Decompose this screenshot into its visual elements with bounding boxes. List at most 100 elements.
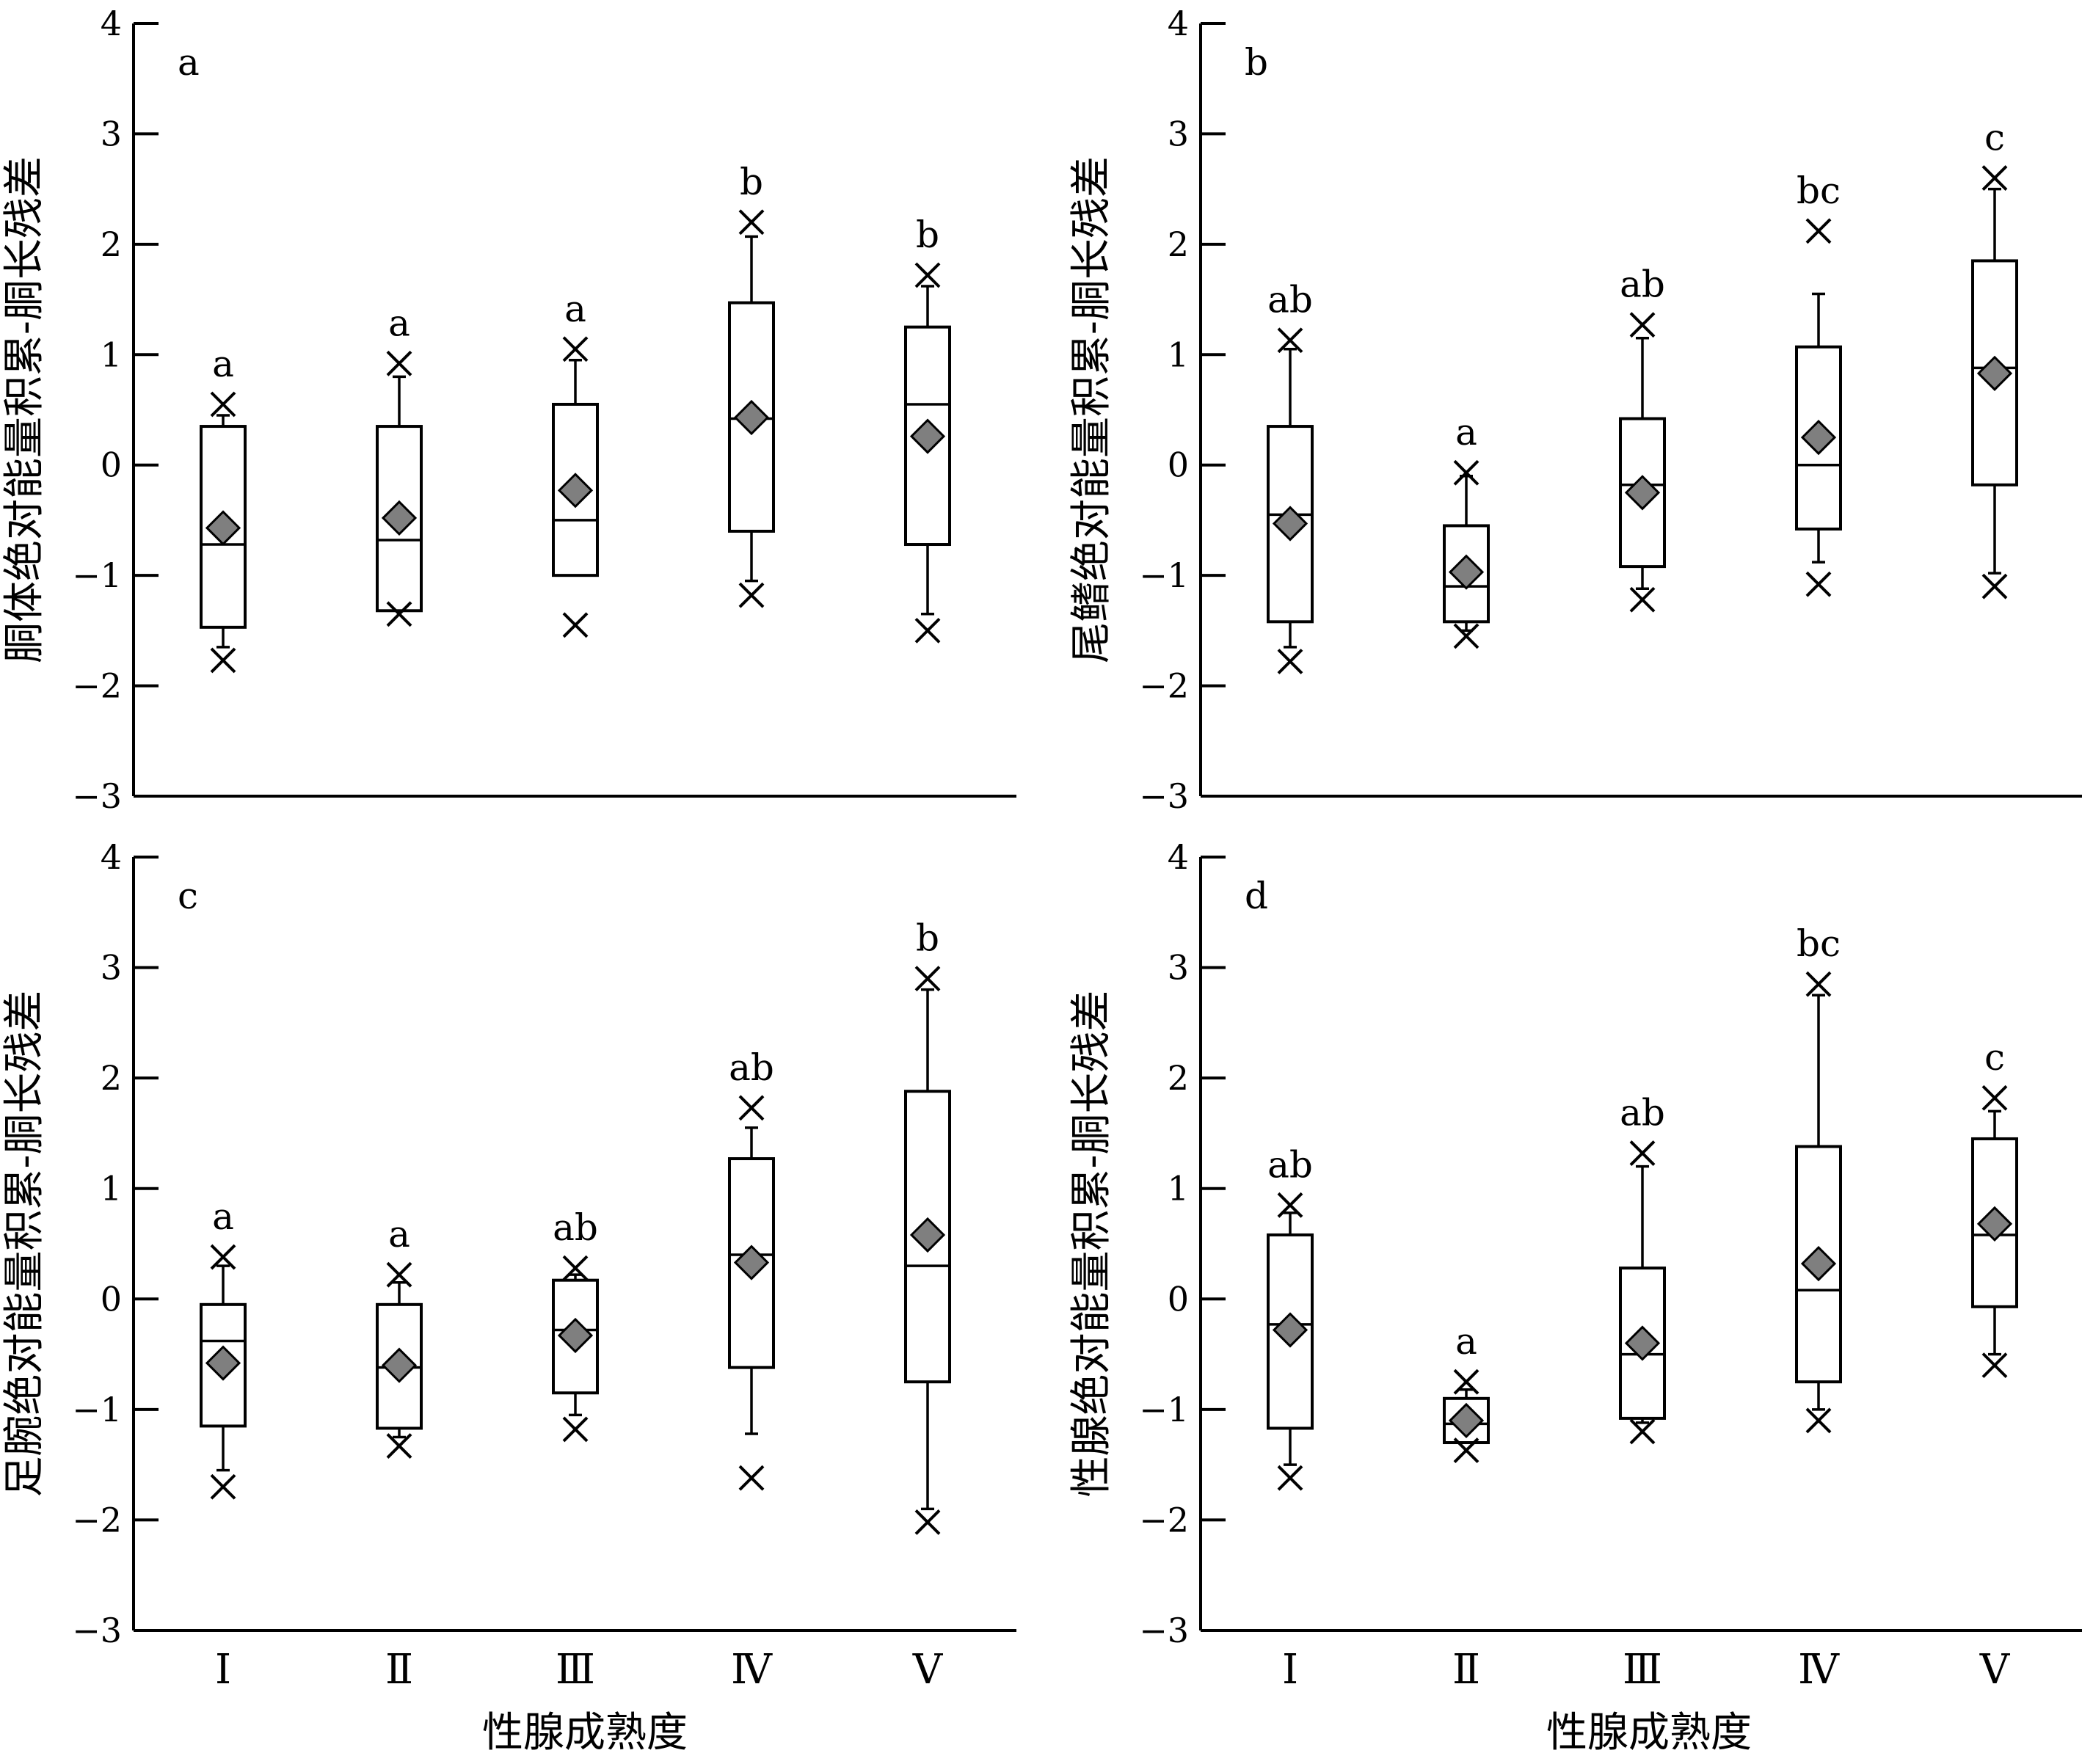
max-marker-stroke [1629,312,1656,338]
mean-marker [205,510,241,546]
x-axis-title-left: 性腺成熟度 [482,1709,688,1757]
min-marker [562,612,589,638]
mean-marker [909,1217,946,1253]
max-marker-stroke [1981,1085,2008,1111]
y-axis-title: 胴体绝对能量积累-胴长残差 [1,156,48,663]
min-marker [386,601,412,627]
x-tick-label: Ⅳ [731,1646,773,1694]
box-plot: bc [1795,922,1842,1434]
y-tick-label: 0 [1168,445,1189,485]
min-marker-stroke [562,612,589,638]
y-tick-label: −3 [1139,776,1189,816]
significance-label: a [564,288,586,330]
max-marker [1629,1140,1656,1166]
max-marker [738,209,765,236]
y-tick-label: −3 [72,776,122,816]
panel-a: 4 3 2 1 0 −1 −2 −3 a 胴体绝对能量积累-胴长残差 a a a b b [1,4,1016,816]
max-marker [562,1255,589,1281]
significance-label: ab [1620,263,1665,306]
significance-label: bc [1797,170,1841,212]
max-marker-stroke [1277,1192,1303,1218]
min-marker [1629,1418,1656,1445]
significance-label: ab [1620,1092,1665,1134]
x-tick-label: Ⅰ [215,1646,231,1694]
mean-marker [1800,419,1837,456]
max-marker-stroke [738,209,765,236]
max-marker [210,1244,236,1270]
box-plot: a [552,288,599,638]
x-tick-label: Ⅱ [1452,1646,1480,1694]
min-marker [1981,1352,2008,1379]
min-marker-stroke [386,601,412,627]
mean-marker [557,473,594,509]
y-tick-label: 4 [1168,4,1189,43]
panel-tag: a [178,41,200,84]
significance-label: a [388,302,410,344]
max-marker-stroke [738,1095,765,1121]
min-marker-stroke [738,1465,765,1491]
min-marker [738,1465,765,1491]
mean-marker [381,500,418,536]
max-marker-stroke [1453,1368,1479,1395]
min-marker-stroke [1805,1407,1832,1434]
y-tick-label: 3 [101,114,122,153]
panel-c: 4 3 2 1 0 −1 −2 −3 c 足腕绝对能量积累-胴长残差 Ⅰ Ⅱ Ⅲ Ⅳ Ⅴa a ab ab b [1,837,1016,1694]
min-marker-stroke [1629,586,1656,613]
mean-marker [1448,1402,1485,1439]
box-plot: c [1971,1036,2018,1379]
y-tick-label: −1 [72,1390,122,1429]
min-marker-stroke [914,1509,941,1535]
y-tick-label: 0 [101,445,122,485]
x-tick-label: Ⅲ [1623,1646,1662,1694]
box-plot: ab [728,1046,775,1491]
y-tick-label: −2 [72,1500,122,1539]
max-marker-stroke [386,350,412,376]
box-plot: b [904,917,951,1535]
box-plot: ab [1267,279,1314,674]
mean-marker [1624,1325,1661,1361]
min-marker [1277,649,1303,674]
max-marker [1277,327,1303,354]
min-marker-stroke [1453,623,1479,649]
mean-marker [205,1345,241,1381]
mean-marker [381,1347,418,1383]
box-plot: a [200,1195,247,1500]
significance-label: ab [553,1206,598,1249]
box-plot: ab [1619,1092,1666,1445]
max-marker-stroke [1277,327,1303,354]
x-tick-label: Ⅰ [1282,1646,1298,1694]
y-tick-label: 4 [1168,837,1189,877]
min-marker-stroke [1277,649,1303,674]
max-marker-stroke [1981,165,2008,192]
y-tick-label: 2 [1168,225,1189,264]
max-marker [1629,312,1656,338]
max-marker-stroke [1629,1140,1656,1166]
max-marker [1277,1192,1303,1218]
box-plot: a [200,343,247,674]
max-marker [1981,1085,2008,1111]
y-axis-title: 性腺绝对能量积累-胴长残差 [1068,991,1115,1498]
y-tick-label: 3 [1168,114,1189,153]
x-tick-label: Ⅴ [912,1646,944,1694]
panel-d: 4 3 2 1 0 −1 −2 −3 d 性腺绝对能量积累-胴长残差 Ⅰ Ⅱ Ⅲ Ⅳ Ⅴab a ab bc c [1068,837,2082,1694]
max-marker [738,1095,765,1121]
significance-label: a [212,1195,234,1238]
max-marker [1453,1368,1479,1395]
box-plot: ab [552,1206,599,1443]
max-marker [1805,218,1832,244]
max-marker [1981,165,2008,192]
min-marker-stroke [562,1416,589,1443]
max-marker-stroke [386,1261,412,1288]
y-tick-label: −2 [1139,1500,1189,1539]
max-marker [562,336,589,362]
panel-tag: c [178,875,198,917]
mean-marker [1976,1206,2013,1242]
y-tick-label: 0 [101,1279,122,1319]
y-tick-label: −3 [72,1611,122,1650]
mean-marker [733,399,770,436]
min-marker [1629,586,1656,613]
y-tick-label: 3 [1168,948,1189,988]
x-tick-label: Ⅱ [385,1646,413,1694]
box-plot: a [376,1213,423,1459]
y-axis-title: 足腕绝对能量积累-胴长残差 [1,991,48,1498]
